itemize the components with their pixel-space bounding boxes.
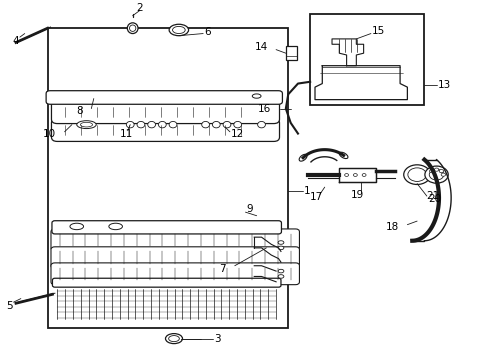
Text: 20: 20 — [427, 194, 440, 204]
Ellipse shape — [424, 166, 447, 183]
Ellipse shape — [129, 25, 136, 31]
Ellipse shape — [147, 121, 155, 128]
Ellipse shape — [77, 121, 96, 129]
FancyBboxPatch shape — [46, 91, 282, 104]
Ellipse shape — [223, 121, 230, 128]
Text: 8: 8 — [76, 107, 83, 116]
FancyBboxPatch shape — [309, 14, 424, 105]
Ellipse shape — [362, 174, 366, 176]
FancyBboxPatch shape — [51, 263, 299, 285]
Ellipse shape — [169, 24, 188, 36]
Text: 10: 10 — [43, 129, 56, 139]
Ellipse shape — [109, 223, 122, 230]
Ellipse shape — [299, 154, 306, 161]
Ellipse shape — [278, 275, 284, 278]
Ellipse shape — [165, 334, 182, 343]
Ellipse shape — [257, 121, 265, 128]
Ellipse shape — [403, 165, 429, 184]
FancyBboxPatch shape — [51, 101, 279, 123]
Text: 17: 17 — [309, 192, 323, 202]
Text: 16: 16 — [257, 104, 270, 113]
FancyBboxPatch shape — [51, 247, 299, 269]
Text: 13: 13 — [437, 80, 450, 90]
Ellipse shape — [137, 121, 144, 128]
Text: 6: 6 — [203, 27, 210, 37]
FancyBboxPatch shape — [51, 118, 279, 141]
Ellipse shape — [127, 23, 138, 33]
Ellipse shape — [438, 170, 443, 173]
Ellipse shape — [407, 168, 426, 181]
Text: 18: 18 — [385, 222, 398, 232]
Ellipse shape — [233, 121, 241, 128]
Text: 19: 19 — [350, 190, 364, 200]
Ellipse shape — [126, 121, 134, 128]
Ellipse shape — [168, 336, 179, 342]
Ellipse shape — [344, 174, 348, 176]
Ellipse shape — [428, 169, 443, 180]
Ellipse shape — [70, 223, 83, 230]
Text: 14: 14 — [254, 42, 267, 52]
Ellipse shape — [201, 121, 209, 128]
Ellipse shape — [353, 174, 357, 176]
Text: 7: 7 — [219, 264, 225, 274]
Ellipse shape — [339, 152, 347, 158]
Text: 15: 15 — [371, 26, 385, 36]
Ellipse shape — [169, 121, 177, 128]
Text: 3: 3 — [213, 334, 220, 343]
FancyBboxPatch shape — [285, 46, 296, 60]
Text: 4: 4 — [12, 36, 19, 46]
FancyBboxPatch shape — [47, 28, 287, 328]
FancyBboxPatch shape — [52, 278, 281, 287]
Ellipse shape — [80, 122, 92, 127]
Ellipse shape — [428, 170, 433, 173]
Text: 2: 2 — [136, 3, 143, 13]
Text: 11: 11 — [120, 129, 133, 139]
Ellipse shape — [278, 241, 284, 244]
Polygon shape — [339, 167, 375, 182]
Ellipse shape — [252, 94, 261, 98]
Ellipse shape — [440, 173, 445, 176]
Ellipse shape — [278, 269, 284, 273]
Ellipse shape — [433, 168, 438, 171]
Ellipse shape — [212, 121, 220, 128]
Text: 21: 21 — [426, 191, 439, 201]
FancyBboxPatch shape — [51, 229, 299, 251]
Polygon shape — [331, 39, 363, 66]
FancyBboxPatch shape — [52, 221, 281, 234]
Text: 5: 5 — [6, 301, 13, 311]
Text: 1: 1 — [304, 186, 310, 196]
Ellipse shape — [278, 246, 284, 250]
Text: 12: 12 — [230, 129, 244, 139]
Ellipse shape — [172, 26, 185, 33]
Text: 9: 9 — [245, 204, 252, 214]
Ellipse shape — [158, 121, 166, 128]
